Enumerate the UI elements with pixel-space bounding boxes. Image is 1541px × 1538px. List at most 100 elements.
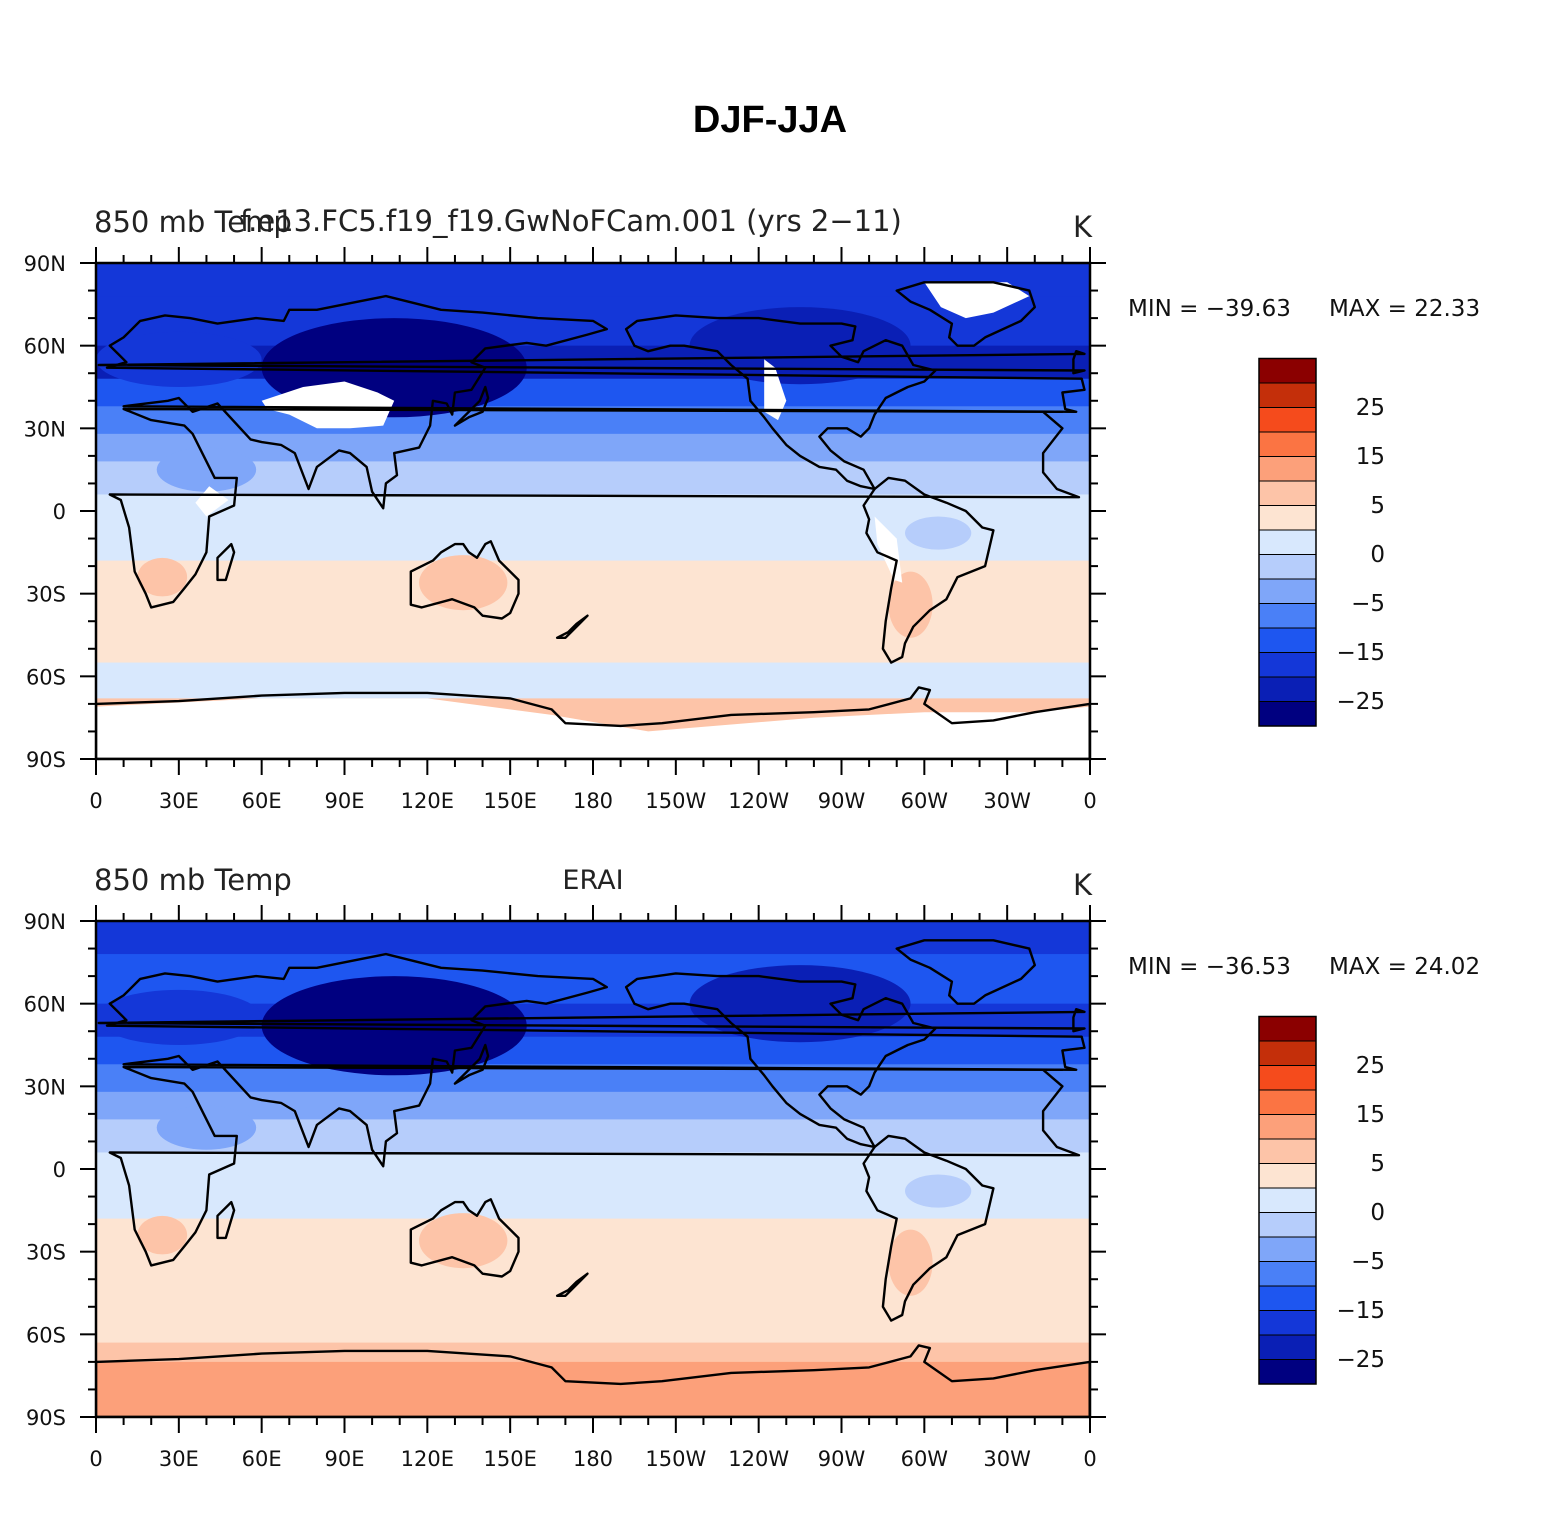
colorbar-swatch <box>1258 505 1317 531</box>
colorbar-swatch <box>1258 382 1317 408</box>
contour-band <box>96 662 1090 686</box>
lon-tick-label: 30E <box>159 789 199 813</box>
colorbar-label: 0 <box>1370 1200 1385 1226</box>
lon-tick-label: 30W <box>983 789 1031 813</box>
lon-tick-label: 120E <box>401 1447 454 1471</box>
contour-region <box>905 516 972 550</box>
colorbar-label: −25 <box>1336 1347 1385 1373</box>
lat-tick-label: 30S <box>26 1241 66 1265</box>
contour-region <box>419 555 508 611</box>
contour-region <box>156 447 257 492</box>
contour-region <box>419 1213 508 1269</box>
colorbar-swatch <box>1258 1040 1317 1066</box>
colorbar-swatch <box>1258 1310 1317 1336</box>
lon-tick-label: 60W <box>901 789 949 813</box>
contour-band <box>96 1091 1090 1120</box>
lon-tick-label: 150W <box>645 789 706 813</box>
colorbar-label: 5 <box>1370 1151 1385 1177</box>
colorbar-swatch <box>1258 480 1317 506</box>
temperature-field <box>96 263 1090 759</box>
colorbar-label: 15 <box>1356 444 1385 470</box>
colorbar-swatch <box>1258 1285 1317 1311</box>
colorbar-swatch <box>1258 529 1317 555</box>
lat-tick-label: 60S <box>26 1323 66 1347</box>
contour-band <box>96 1218 1090 1275</box>
panel-model: 90N 60N 30N 0 30S 60S 90S 0 30E 60E 90E 120E 150E 180… <box>24 204 1481 813</box>
lon-tick-label: 60W <box>901 1447 949 1471</box>
max-value: MAX = 22.33 <box>1329 296 1480 322</box>
contour-band <box>96 378 1090 407</box>
lat-tick-label: 90N <box>24 910 66 934</box>
coastline-namerica <box>624 314 937 491</box>
colorbar-swatch <box>1258 407 1317 433</box>
colorbar-swatch <box>1258 358 1317 384</box>
lat-tick-label: 60N <box>24 993 66 1017</box>
lon-tick-label: 90W <box>818 1447 866 1471</box>
contour-region <box>156 1105 257 1150</box>
lon-tick-label: 180 <box>573 1447 613 1471</box>
coastline-uk <box>97 350 1086 375</box>
lon-tick-label: 120W <box>728 1447 789 1471</box>
colorbar-label: 0 <box>1370 542 1385 568</box>
contour-band <box>96 1036 1090 1065</box>
colorbar-swatch <box>1258 1138 1317 1164</box>
lat-tick-label: 90S <box>26 748 66 772</box>
colorbar-swatch <box>1258 1016 1317 1042</box>
missing-data-region <box>96 698 1090 759</box>
contour-region <box>96 331 262 387</box>
coastline-greenland <box>895 939 1036 1005</box>
contour-band <box>96 461 1090 496</box>
contour-band <box>96 1342 1090 1363</box>
contour-band <box>96 615 1090 664</box>
colorbar-swatch <box>1258 603 1317 629</box>
panel-center-title: f.e13.FC5.f19_f19.GwNoFCam.001 (yrs 2−11… <box>240 204 902 238</box>
lat-tick-label: 30S <box>26 583 66 607</box>
lon-tick-label: 60E <box>242 1447 282 1471</box>
contour-band <box>96 433 1090 462</box>
contour-band <box>96 684 1090 699</box>
contour-band <box>96 263 1090 297</box>
coastline-madagascar <box>216 1200 236 1240</box>
contour-region <box>137 1215 188 1255</box>
colorbar-swatch <box>1258 1114 1317 1140</box>
colorbar-label: −15 <box>1336 1298 1385 1324</box>
colorbar: 25 15 5 0 −5 −15 −25 <box>1258 1015 1385 1385</box>
colorbar-swatch <box>1258 1334 1317 1360</box>
lon-tick-label: 180 <box>573 789 613 813</box>
lon-tick-label: 0 <box>89 1447 102 1471</box>
lat-tick-label: 30N <box>24 417 66 441</box>
contour-region <box>96 989 262 1045</box>
lat-tick-label: 0 <box>53 1158 66 1182</box>
contour-band <box>96 1273 1090 1322</box>
contour-band <box>96 1320 1090 1344</box>
colorbar-swatch <box>1258 1236 1317 1262</box>
panel-erai: 90N 60N 30N 0 30S 60S 90S 0 30E 60E 90E 120E 150E 180… <box>24 863 1481 1471</box>
colorbar-swatch <box>1258 578 1317 604</box>
coastline-namerica <box>624 972 937 1149</box>
coastline-uk <box>97 1008 1086 1033</box>
colorbar-swatch <box>1258 652 1317 678</box>
coastline-africa <box>108 1065 1081 1267</box>
temperature-field <box>96 921 1090 1417</box>
lat-tick-label: 60S <box>26 665 66 689</box>
coastline-samerica <box>862 476 995 664</box>
contour-region <box>888 571 933 638</box>
lon-tick-label: 30E <box>159 1447 199 1471</box>
colorbar-swatch <box>1258 1359 1317 1385</box>
coastline-australia <box>409 540 520 620</box>
coastline-africa <box>108 407 1081 609</box>
coastline-antarctica <box>96 1344 1090 1417</box>
colorbar-swatch <box>1258 676 1317 702</box>
coastline-greenland <box>895 281 1036 347</box>
colorbar-swatch <box>1258 1065 1317 1091</box>
lon-tick-label: 90E <box>325 789 365 813</box>
colorbar-swatch <box>1258 1212 1317 1238</box>
colorbar: 25 15 5 0 −5 −15 −25 <box>1258 357 1385 727</box>
panel-left-title: 850 mb Temp <box>94 205 292 239</box>
lon-tick-label: 150W <box>645 1447 706 1471</box>
contour-band <box>96 1119 1090 1154</box>
lon-tick-label: 150E <box>483 1447 536 1471</box>
coastline-samerica <box>862 1134 995 1322</box>
lon-tick-label: 150E <box>483 789 536 813</box>
